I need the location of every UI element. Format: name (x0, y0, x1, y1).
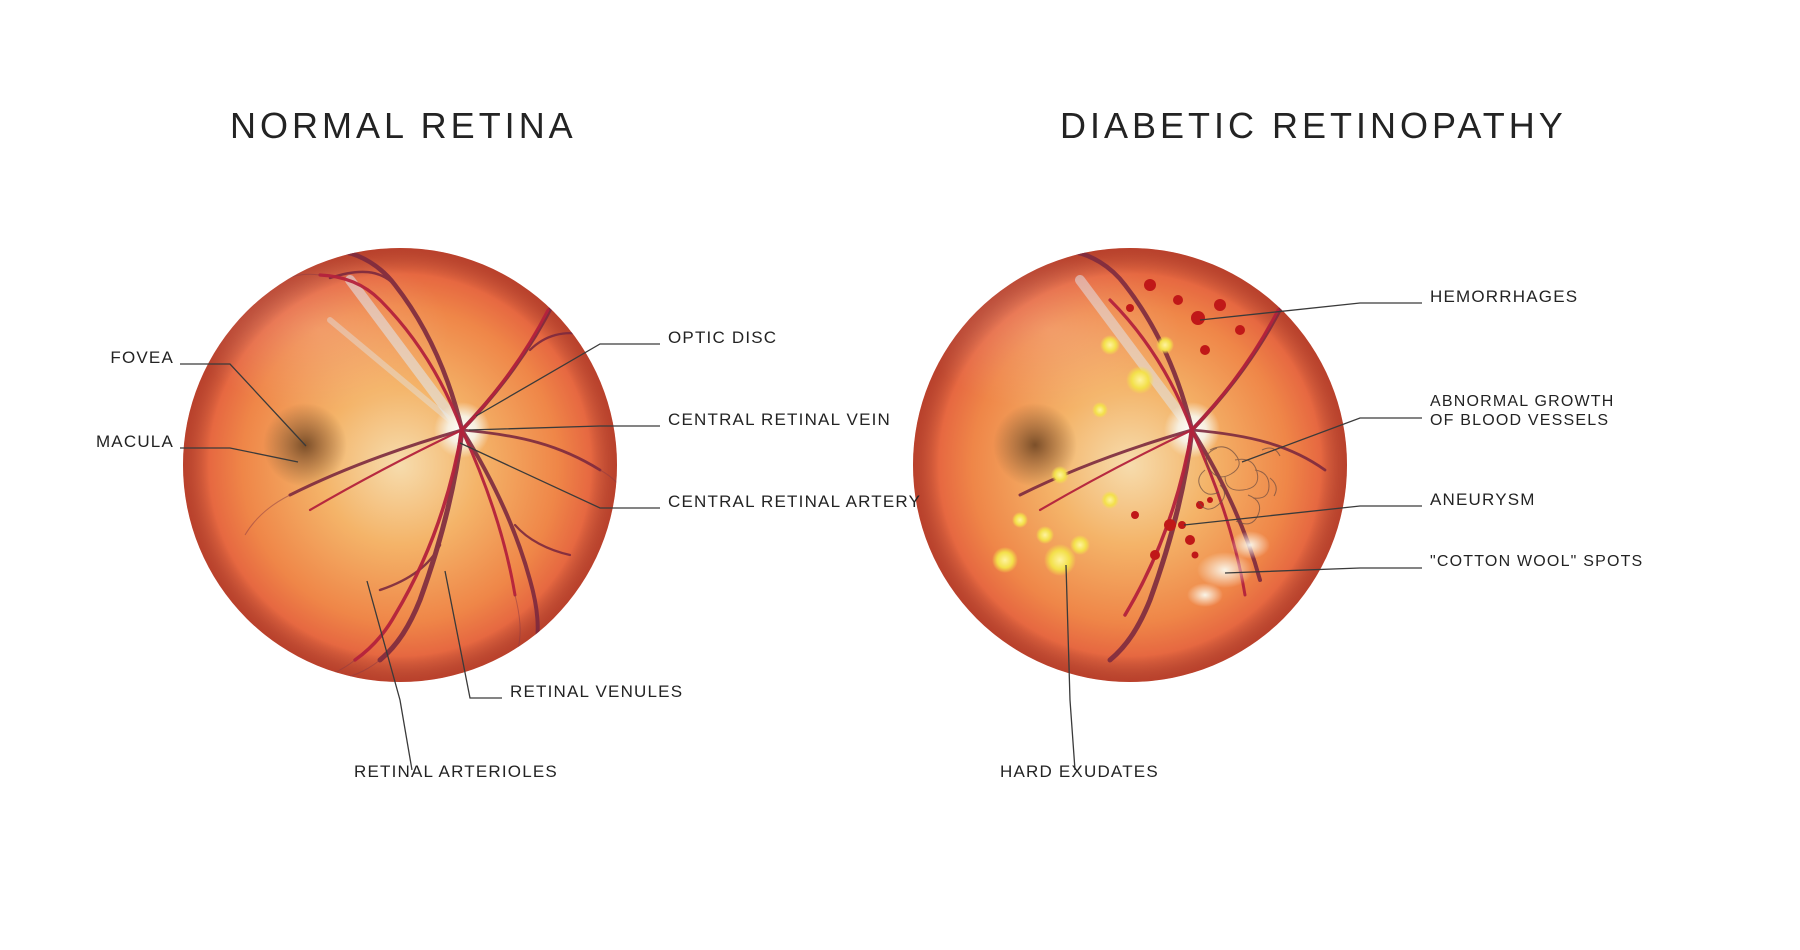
diabetic-retina (913, 248, 1347, 682)
label-hemorrhages: HEMORRHAGES (1430, 287, 1578, 307)
label-retinal-arterioles: RETINAL ARTERIOLES (354, 762, 558, 782)
label-retinal-venules: RETINAL VENULES (510, 682, 683, 702)
label-abnormal-growth: ABNORMAL GROWTHOF BLOOD VESSELS (1430, 392, 1630, 430)
label-macula: MACULA (50, 432, 174, 452)
diagram-svg (0, 0, 1800, 950)
label-fovea: FOVEA (74, 348, 174, 368)
label-hard-exudates: HARD EXUDATES (1000, 762, 1159, 782)
diagram-stage: NORMAL RETINA DIABETIC RETINOPATHY (0, 0, 1800, 950)
label-central-retinal-vein: CENTRAL RETINAL VEIN (668, 410, 891, 430)
label-central-retinal-artery: CENTRAL RETINAL ARTERY (668, 492, 921, 512)
label-cotton-wool: "COTTON WOOL" SPOTS (1430, 552, 1643, 571)
normal-retina (183, 240, 630, 686)
label-aneurysm: ANEURYSM (1430, 490, 1536, 510)
label-optic-disc: OPTIC DISC (668, 328, 777, 348)
